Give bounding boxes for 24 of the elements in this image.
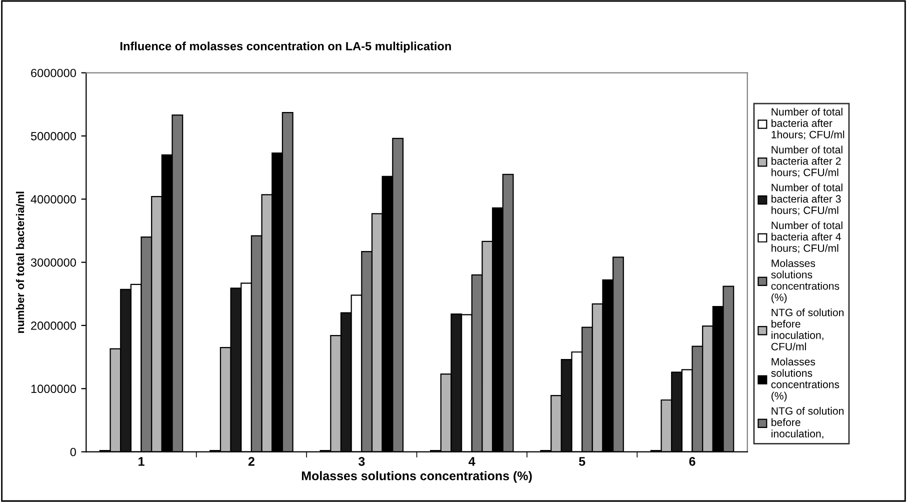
y-tick-label: 1000000 [31, 384, 76, 394]
legend-label: Number of total bacteria after 3 hours; CFU/ml [772, 184, 842, 216]
legend-label: Molasses solutions concentrations (%) [771, 358, 840, 402]
legend-label: Number of total bacteria after 4 hours; CFU/ml [772, 221, 842, 254]
y-tick-label: 4000000 [30, 195, 76, 204]
x-tick-label: 2 [248, 456, 254, 466]
legend-label: NTG of solution before inoculation, CFU/ml [771, 308, 844, 350]
legend-label: NTG of solution before inoculation, [772, 406, 844, 439]
x-tick-label: 3 [358, 456, 365, 466]
legend-label: Number of total bacteria after 1hours; CFU/ml [772, 108, 844, 140]
y-tick-label: 0 [70, 448, 76, 456]
y-tick-label: 2000000 [31, 321, 76, 330]
legend-label: Number of total bacteria after 2 hours; CFU/ml [772, 146, 842, 178]
x-axis-title: Molasses solutions concentrations (%) [302, 471, 532, 483]
x-tick-label: 6 [689, 456, 696, 466]
x-tick-label: 5 [578, 457, 586, 466]
y-axis-title: number of total bacteria/ml [16, 192, 24, 333]
x-tick-label: 4 [468, 457, 476, 466]
chart-title: Influence of molasses concentration on LA-5 multiplication [120, 42, 451, 53]
y-tick-label: 5000000 [30, 132, 76, 140]
legend-label: Molasses solutions concentrations (%) [771, 259, 840, 304]
x-tick-label: 1 [138, 457, 144, 466]
y-tick-label: 3000000 [30, 258, 76, 267]
y-tick-label: 6000000 [31, 68, 76, 78]
